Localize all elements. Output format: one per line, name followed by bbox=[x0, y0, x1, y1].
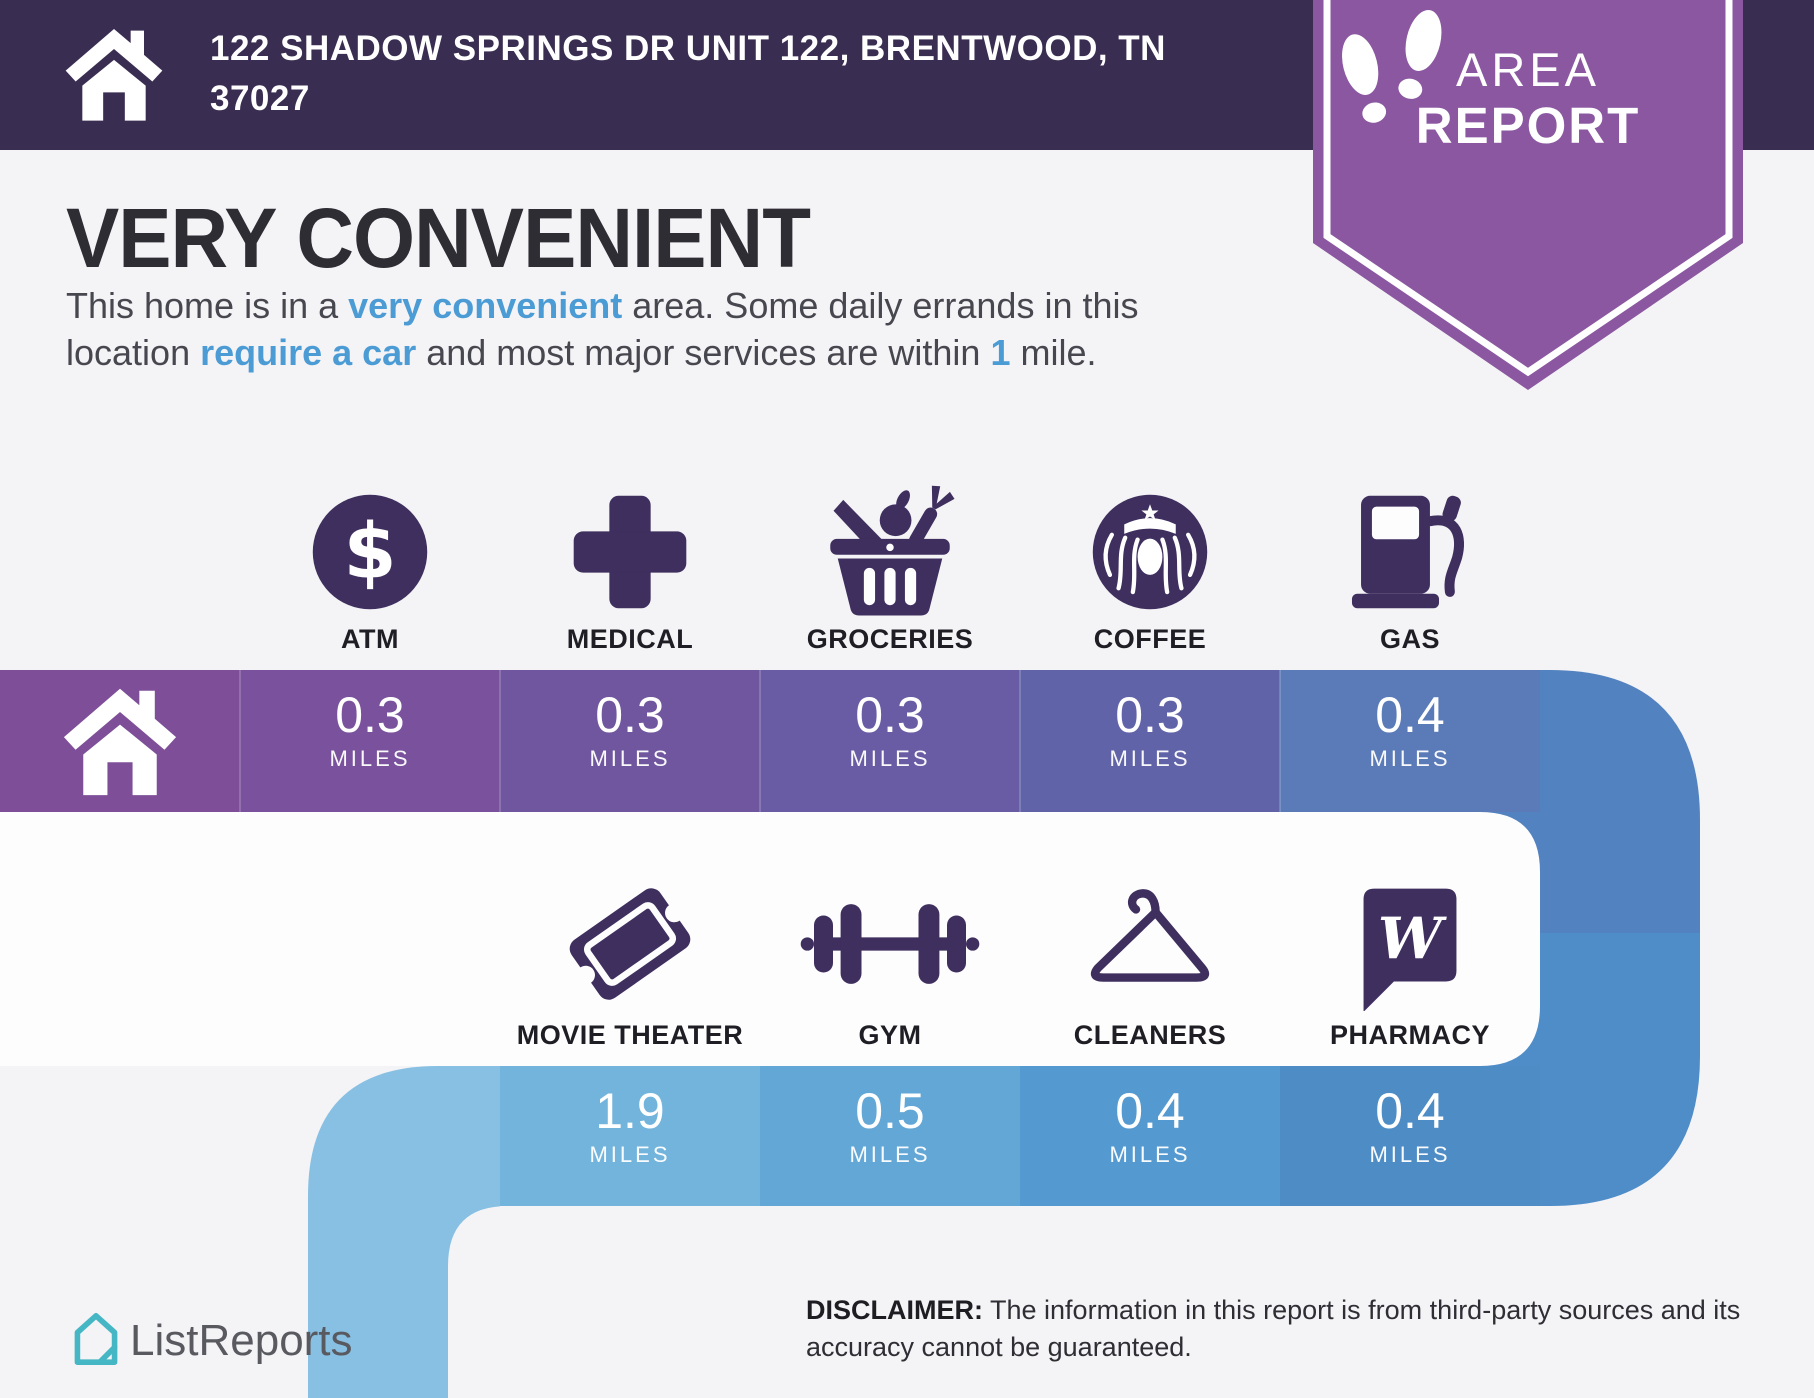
station-label: MOVIE THEATER bbox=[516, 1020, 744, 1050]
intro-text: and most major services are within bbox=[416, 332, 991, 373]
home-icon bbox=[65, 29, 163, 121]
badge-ribbon-shape bbox=[1313, 0, 1743, 390]
distance-unit: MILES bbox=[589, 1142, 671, 1167]
station-groceries: GROCERIES bbox=[760, 485, 1020, 655]
walgreens-w-icon: W bbox=[1363, 888, 1457, 1011]
station-movie-theater: MOVIE THEATER bbox=[500, 874, 760, 1051]
band2-segment-pharmacy bbox=[1280, 1066, 1540, 1206]
band1-segment-coffee bbox=[1020, 670, 1280, 812]
distance-unit: MILES bbox=[1109, 746, 1191, 771]
distance-value: 0.4 bbox=[1375, 1083, 1445, 1139]
brand-name: ListReports bbox=[130, 1316, 353, 1365]
svg-text:W: W bbox=[1378, 905, 1447, 972]
distance-value: 0.3 bbox=[595, 687, 665, 743]
listreports-logo-icon bbox=[74, 1313, 118, 1365]
station-medical: MEDICAL bbox=[500, 486, 760, 655]
intro-line: location require a car and most major se… bbox=[66, 329, 1139, 376]
band2-segment-cleaners bbox=[1020, 1066, 1280, 1206]
medical-cross-icon bbox=[573, 495, 687, 609]
distance-cell-movie-theater: 1.9 MILES bbox=[500, 1084, 760, 1168]
disclaimer-line2: accuracy cannot be guaranteed. bbox=[806, 1332, 1192, 1362]
badge-title-line1: AREA bbox=[1456, 43, 1600, 96]
intro-text: location bbox=[66, 332, 201, 373]
band2-segment-gym bbox=[760, 1066, 1020, 1206]
distance-unit: MILES bbox=[589, 746, 671, 771]
row2-white-box bbox=[0, 812, 1540, 1066]
distance-unit: MILES bbox=[1109, 1142, 1191, 1167]
distance-unit: MILES bbox=[849, 746, 931, 771]
band1-segment-atm bbox=[240, 670, 500, 812]
station-pharmacy: W PHARMACY bbox=[1280, 874, 1540, 1051]
disclaimer-label: DISCLAIMER: bbox=[806, 1295, 983, 1325]
footsteps-icon bbox=[1342, 10, 1442, 123]
intro-highlight: 1 bbox=[990, 332, 1011, 373]
gas-pump-icon bbox=[1351, 495, 1465, 609]
distance-cell-medical: 0.3 MILES bbox=[500, 688, 760, 772]
station-gas: GAS bbox=[1280, 486, 1540, 655]
distance-unit: MILES bbox=[1369, 1142, 1451, 1167]
station-label: CLEANERS bbox=[1073, 1020, 1227, 1050]
dollar-circle-icon: $ bbox=[312, 494, 428, 610]
disclaimer-line1: DISCLAIMER: The information in this repo… bbox=[806, 1292, 1786, 1329]
left-inner-corner-carve bbox=[448, 1206, 610, 1398]
station-label: GYM bbox=[858, 1020, 922, 1050]
disclaimer-text: DISCLAIMER: The information in this repo… bbox=[806, 1292, 1786, 1366]
movie-ticket-icon bbox=[569, 888, 691, 1000]
distance-value: 1.9 bbox=[595, 1083, 665, 1139]
distance-unit: MILES bbox=[329, 746, 411, 771]
area-report-badge: AREA REPORT bbox=[1313, 0, 1743, 400]
intro-text: This home is in a bbox=[66, 285, 349, 326]
station-atm: $ ATM bbox=[240, 486, 500, 655]
band2-segment-movie bbox=[500, 1066, 760, 1206]
intro-highlight: very convenient bbox=[348, 285, 623, 326]
distance-cell-gas: 0.4 MILES bbox=[1280, 688, 1540, 772]
band1-segment-medical bbox=[500, 670, 760, 812]
distance-cell-gym: 0.5 MILES bbox=[760, 1084, 1020, 1168]
grocery-basket-icon bbox=[830, 485, 955, 616]
station-label: ATM bbox=[341, 624, 399, 654]
intro-text: mile. bbox=[1010, 332, 1097, 373]
station-label: GROCERIES bbox=[806, 624, 974, 654]
distance-value: 0.3 bbox=[855, 687, 925, 743]
station-label: PHARMACY bbox=[1329, 1020, 1490, 1050]
badge-title-line2: REPORT bbox=[1415, 97, 1641, 154]
coffee-siren-icon bbox=[1092, 494, 1208, 610]
hanger-icon bbox=[1090, 889, 1210, 982]
distance-value: 0.5 bbox=[855, 1083, 925, 1139]
distance-cell-coffee: 0.3 MILES bbox=[1020, 688, 1280, 772]
station-label: COFFEE bbox=[1093, 624, 1207, 654]
distance-value: 0.4 bbox=[1375, 687, 1445, 743]
distance-value: 0.4 bbox=[1115, 1083, 1185, 1139]
svg-text:$: $ bbox=[343, 507, 396, 596]
distance-value: 0.3 bbox=[335, 687, 405, 743]
distance-unit: MILES bbox=[1369, 746, 1451, 771]
distance-value: 0.3 bbox=[1115, 687, 1185, 743]
dumbbell-icon bbox=[800, 904, 980, 984]
intro-paragraph: This home is in a very convenient area. … bbox=[66, 282, 1139, 376]
home-icon bbox=[63, 688, 177, 796]
band1-home-marker bbox=[40, 676, 200, 806]
disclaimer-line1-rest: The information in this report is from t… bbox=[983, 1295, 1741, 1325]
distance-unit: MILES bbox=[849, 1142, 931, 1167]
page-title: VERY CONVENIENT bbox=[66, 191, 811, 285]
station-cleaners: CLEANERS bbox=[1020, 874, 1280, 1051]
station-gym: GYM bbox=[760, 874, 1020, 1051]
station-label: MEDICAL bbox=[566, 624, 694, 654]
station-label: GAS bbox=[1379, 624, 1440, 654]
intro-text: area. Some daily errands in this bbox=[622, 285, 1139, 326]
distance-cell-atm: 0.3 MILES bbox=[240, 688, 500, 772]
band1-segment-gas bbox=[1280, 670, 1540, 812]
band1-segment-groceries bbox=[760, 670, 1020, 812]
distance-cell-pharmacy: 0.4 MILES bbox=[1280, 1084, 1540, 1168]
property-address: 122 SHADOW SPRINGS DR UNIT 122, BRENTWOO… bbox=[210, 29, 1166, 118]
intro-highlight: require a car bbox=[200, 332, 417, 373]
distance-cell-groceries: 0.3 MILES bbox=[760, 688, 1020, 772]
band1-separators bbox=[239, 670, 1281, 812]
station-coffee: COFFEE bbox=[1020, 486, 1280, 655]
intro-line: This home is in a very convenient area. … bbox=[66, 282, 1139, 329]
distance-cell-cleaners: 0.4 MILES bbox=[1020, 1084, 1280, 1168]
